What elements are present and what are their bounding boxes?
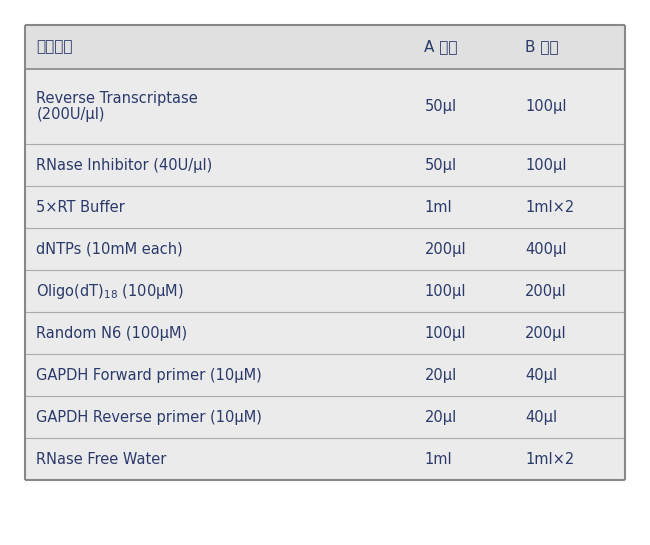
Text: 50μl: 50μl <box>424 158 456 173</box>
Bar <box>25 144 625 186</box>
Text: A 包装: A 包装 <box>424 39 458 54</box>
Text: 1ml×2: 1ml×2 <box>525 452 575 467</box>
Text: (200U/μl): (200U/μl) <box>36 107 105 123</box>
Text: Oligo(dT)$_{18}$ (100μM): Oligo(dT)$_{18}$ (100μM) <box>36 282 184 301</box>
Text: 1ml: 1ml <box>424 452 452 467</box>
Bar <box>25 438 625 480</box>
Text: 1ml×2: 1ml×2 <box>525 200 575 215</box>
Text: dNTPs (10mM each): dNTPs (10mM each) <box>36 242 183 257</box>
Text: B 包装: B 包装 <box>525 39 559 54</box>
Text: RNase Inhibitor (40U/μl): RNase Inhibitor (40U/μl) <box>36 158 213 173</box>
Text: 20μl: 20μl <box>424 410 457 425</box>
Text: 100μl: 100μl <box>424 284 466 299</box>
Text: 40μl: 40μl <box>525 368 557 383</box>
Bar <box>25 186 625 228</box>
Text: 100μl: 100μl <box>525 158 567 173</box>
Text: Reverse Transcriptase: Reverse Transcriptase <box>36 91 198 106</box>
Text: 100μl: 100μl <box>525 99 567 114</box>
Text: 40μl: 40μl <box>525 410 557 425</box>
Text: 产品组成: 产品组成 <box>36 39 73 54</box>
Text: RNase Free Water: RNase Free Water <box>36 452 167 467</box>
Text: GAPDH Forward primer (10μM): GAPDH Forward primer (10μM) <box>36 368 262 383</box>
Text: 200μl: 200μl <box>525 284 567 299</box>
Text: 20μl: 20μl <box>424 368 457 383</box>
Text: Random N6 (100μM): Random N6 (100μM) <box>36 326 188 341</box>
Bar <box>25 354 625 396</box>
Text: 100μl: 100μl <box>424 326 466 341</box>
Bar <box>25 270 625 312</box>
Bar <box>25 228 625 270</box>
Text: GAPDH Reverse primer (10μM): GAPDH Reverse primer (10μM) <box>36 410 262 425</box>
Bar <box>25 69 625 144</box>
Text: 1ml: 1ml <box>424 200 452 215</box>
Bar <box>25 25 625 480</box>
Text: 200μl: 200μl <box>424 242 466 257</box>
Text: 200μl: 200μl <box>525 326 567 341</box>
Bar <box>25 396 625 438</box>
Text: 400μl: 400μl <box>525 242 567 257</box>
Bar <box>25 312 625 354</box>
Bar <box>25 25 625 69</box>
Text: 5×RT Buffer: 5×RT Buffer <box>36 200 125 215</box>
Text: 50μl: 50μl <box>424 99 456 114</box>
